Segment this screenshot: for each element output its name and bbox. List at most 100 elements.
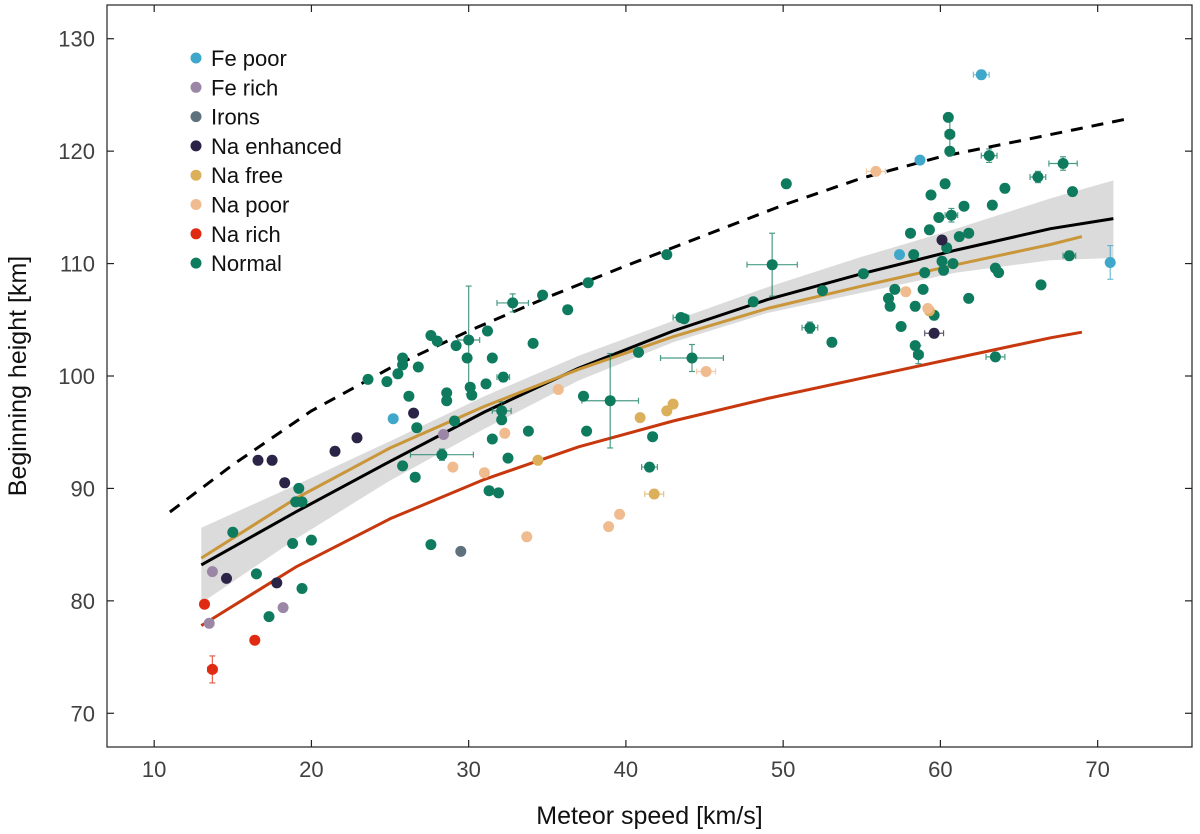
- legend-item-irons: Irons: [190, 105, 260, 130]
- point-irons: [455, 545, 467, 557]
- legend-marker: [190, 257, 202, 269]
- y-tick-label: 130: [58, 27, 95, 52]
- point-fe-poor: [387, 413, 399, 425]
- confidence-band: [201, 180, 1114, 604]
- fit-lines-layer: [168, 117, 1130, 627]
- point-normal: [497, 371, 509, 383]
- point-na-rich: [249, 634, 261, 646]
- legend-item-na-enhanced: Na enhanced: [190, 134, 342, 159]
- point-normal: [780, 178, 792, 190]
- point-normal: [1032, 171, 1044, 183]
- legend-label: Na rich: [211, 222, 281, 247]
- point-normal: [817, 285, 828, 297]
- point-normal: [578, 390, 589, 402]
- legend-label: Fe rich: [211, 75, 278, 100]
- point-normal: [582, 277, 594, 289]
- point-normal: [450, 340, 462, 352]
- point-na-enhanced: [279, 477, 291, 489]
- point-normal: [562, 304, 574, 316]
- point-na-poor: [700, 366, 712, 377]
- point-na-free: [532, 454, 544, 466]
- legend-marker: [190, 228, 202, 240]
- point-normal: [942, 111, 954, 123]
- point-normal: [986, 199, 998, 211]
- point-normal: [581, 425, 593, 437]
- legend-marker: [190, 169, 202, 181]
- point-normal: [633, 346, 644, 358]
- legend-marker: [190, 52, 202, 64]
- point-normal: [305, 534, 317, 546]
- point-na-enhanced: [221, 572, 232, 584]
- point-normal: [953, 231, 965, 243]
- point-normal: [905, 227, 916, 239]
- point-normal: [296, 496, 308, 508]
- point-normal: [411, 422, 423, 434]
- point-normal: [425, 539, 437, 551]
- point-normal: [486, 352, 498, 364]
- point-na-enhanced: [936, 234, 948, 246]
- point-normal: [644, 461, 655, 473]
- point-normal: [804, 322, 816, 334]
- point-normal: [461, 352, 473, 364]
- point-normal: [1063, 250, 1075, 262]
- legend-label: Normal: [211, 251, 282, 276]
- point-normal: [449, 415, 460, 427]
- point-fe-rich: [206, 566, 218, 578]
- point-fe-rich: [277, 602, 289, 614]
- point-normal: [938, 264, 950, 276]
- point-normal: [403, 390, 415, 402]
- legend-label: Na enhanced: [211, 134, 342, 159]
- error-bars-layer: [207, 69, 1114, 684]
- y-tick-label: 110: [60, 252, 95, 277]
- legend-label: Na free: [211, 163, 283, 188]
- point-normal: [507, 297, 519, 309]
- point-fe-poor: [914, 154, 926, 166]
- point-normal: [293, 482, 305, 494]
- point-normal: [947, 258, 959, 270]
- point-na-poor: [922, 303, 934, 314]
- point-na-free: [648, 488, 660, 500]
- point-normal: [983, 150, 995, 162]
- point-normal: [889, 283, 901, 295]
- x-axis-label: Meteor speed [km/s]: [536, 802, 762, 830]
- point-normal: [661, 249, 673, 261]
- legend-item-na-free: Na free: [190, 163, 283, 188]
- point-normal: [287, 538, 299, 549]
- point-normal: [945, 209, 957, 221]
- y-tick-label: 100: [58, 364, 95, 389]
- point-normal: [480, 378, 492, 390]
- point-normal: [747, 296, 759, 308]
- point-fe-poor: [894, 249, 905, 261]
- x-tick-label: 40: [614, 757, 638, 782]
- x-tick-label: 60: [928, 757, 952, 782]
- point-normal: [923, 224, 935, 236]
- point-na-poor: [870, 165, 882, 177]
- point-normal: [441, 387, 453, 399]
- legend-label: Fe poor: [211, 46, 287, 71]
- point-normal: [493, 487, 504, 499]
- point-normal: [496, 405, 508, 417]
- legend-item-na-rich: Na rich: [190, 222, 281, 247]
- legend-marker: [190, 140, 202, 152]
- y-tick-label: 70: [71, 701, 95, 726]
- point-na-free: [634, 412, 646, 424]
- point-na-enhanced: [928, 327, 940, 339]
- legend-label: Irons: [211, 105, 260, 130]
- point-na-poor: [478, 467, 490, 479]
- point-normal: [678, 313, 690, 325]
- point-normal: [857, 268, 869, 280]
- legend-item-normal: Normal: [190, 251, 282, 276]
- point-normal: [944, 145, 956, 157]
- point-normal: [441, 395, 453, 407]
- point-normal: [647, 431, 659, 443]
- point-na-poor: [900, 286, 912, 298]
- point-normal: [496, 414, 508, 426]
- x-tick-label: 50: [771, 757, 795, 782]
- point-normal: [1035, 279, 1047, 291]
- point-normal: [522, 425, 534, 437]
- x-tick-label: 20: [299, 757, 323, 782]
- point-na-free: [667, 398, 679, 410]
- point-na-enhanced: [266, 454, 278, 466]
- data-points-layer: [199, 69, 1116, 675]
